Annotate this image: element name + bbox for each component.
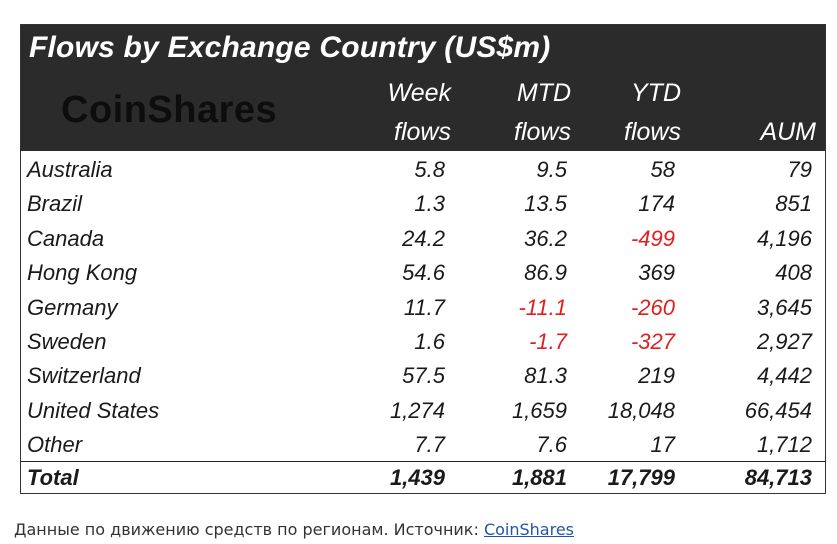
row-aum: 79 — [787, 157, 812, 182]
row-ytd-flows: -327 — [630, 328, 675, 354]
row-ytd-flows: -499 — [630, 225, 675, 251]
column-header-mtd-flows: MTD flows — [471, 79, 571, 149]
row-country-name: Sweden — [27, 328, 107, 354]
row-week-flows: 1.3 — [414, 191, 445, 217]
row-week-flows: 57.5 — [402, 363, 445, 389]
row-country-name: Switzerland — [27, 363, 141, 389]
row-week-flows: 11.7 — [403, 294, 445, 320]
row-ytd-flows: 18,048 — [607, 397, 675, 423]
table-row: Hong Kong 54.6 86.9 369 408 — [21, 255, 825, 289]
table-row: Australia 5.8 9.5 58 79 — [21, 152, 825, 186]
row-week-flows: 7.7 — [414, 432, 445, 458]
table-row: Canada 24.2 36.2 -499 4,196 — [21, 221, 825, 255]
column-header-mtd-line1: MTD — [516, 79, 571, 107]
table-row: Switzerland 57.5 81.3 219 4,442 — [21, 358, 825, 392]
row-ytd-flows: 369 — [638, 260, 675, 286]
table-row: United States 1,274 1,659 18,048 66,454 — [21, 393, 825, 427]
row-country-name: United States — [27, 397, 160, 423]
table-row: Germany 11.7 -11.1 -260 3,645 — [21, 290, 825, 324]
row-mtd-flows: 13.5 — [524, 191, 567, 217]
row-week-flows: 5.8 — [414, 157, 445, 182]
total-aum: 84,713 — [744, 465, 812, 490]
row-country-name: Australia — [27, 157, 113, 182]
image-caption: Данные по движению средств по регионам. … — [14, 520, 574, 539]
row-week-flows: 1.6 — [414, 328, 445, 354]
total-mtd-flows: 1,881 — [511, 465, 567, 490]
caption-text: Данные по движению средств по регионам. … — [14, 520, 484, 539]
column-header-week-line2: flows — [394, 118, 451, 146]
row-mtd-flows: -1.7 — [529, 328, 567, 354]
row-aum: 66,454 — [744, 397, 812, 423]
column-header-mtd-line2: flows — [514, 118, 571, 146]
column-header-week-flows: Week flows — [351, 79, 451, 149]
row-ytd-flows: 17 — [650, 432, 675, 458]
table-row: Other 7.7 7.6 17 1,712 — [21, 427, 825, 461]
row-aum: 1,712 — [756, 432, 812, 458]
table-header: Flows by Exchange Country (US$m) CoinSha… — [21, 25, 825, 151]
caption-source-link[interactable]: CoinShares — [483, 520, 575, 539]
row-mtd-flows: -11.1 — [518, 294, 567, 320]
flows-table: Flows by Exchange Country (US$m) CoinSha… — [20, 24, 826, 494]
row-mtd-flows: 1,659 — [511, 397, 567, 423]
row-country-name: Germany — [27, 294, 118, 320]
column-header-ytd-flows: YTD flows — [581, 79, 681, 149]
row-week-flows: 24.2 — [402, 225, 445, 251]
total-ytd-flows: 17,799 — [607, 465, 675, 490]
coinshares-logo: CoinShares — [61, 89, 278, 131]
row-mtd-flows: 36.2 — [524, 225, 567, 251]
row-country-name: Brazil — [27, 191, 83, 217]
row-mtd-flows: 7.6 — [536, 432, 567, 458]
row-aum: 4,196 — [756, 225, 812, 251]
column-header-week-line1: Week — [387, 79, 451, 107]
row-ytd-flows: 174 — [638, 191, 675, 217]
row-aum: 851 — [775, 191, 812, 217]
row-country-name: Other — [27, 432, 83, 458]
row-aum: 408 — [775, 260, 812, 286]
row-aum: 2,927 — [756, 328, 812, 354]
table-title: Flows by Exchange Country (US$m) — [29, 31, 551, 64]
table-row: Brazil 1.3 13.5 174 851 — [21, 186, 825, 220]
row-country-name: Canada — [27, 225, 105, 251]
row-week-flows: 1,274 — [389, 397, 445, 423]
row-mtd-flows: 86.9 — [524, 260, 567, 286]
column-header-ytd-line2: flows — [624, 118, 681, 146]
table-total-row: Total 1,439 1,881 17,799 84,713 — [21, 461, 825, 494]
table-body: Australia 5.8 9.5 58 79 Brazil 1.3 13.5 174 851 Ca… — [21, 152, 825, 462]
row-aum: 4,442 — [756, 363, 812, 389]
row-mtd-flows: 9.5 — [536, 157, 567, 182]
table-row: Sweden 1.6 -1.7 -327 2,927 — [21, 324, 825, 358]
column-header-ytd-line1: YTD — [631, 79, 681, 107]
row-country-name: Hong Kong — [27, 260, 138, 286]
column-header-aum-label: AUM — [760, 118, 816, 146]
row-ytd-flows: -260 — [630, 294, 675, 320]
row-mtd-flows: 81.3 — [524, 363, 567, 389]
total-label: Total — [27, 465, 79, 490]
total-week-flows: 1,439 — [389, 465, 445, 490]
row-week-flows: 54.6 — [402, 260, 445, 286]
row-aum: 3,645 — [756, 294, 812, 320]
row-ytd-flows: 58 — [650, 157, 675, 182]
row-ytd-flows: 219 — [638, 363, 675, 389]
column-header-aum: AUM — [711, 79, 816, 149]
